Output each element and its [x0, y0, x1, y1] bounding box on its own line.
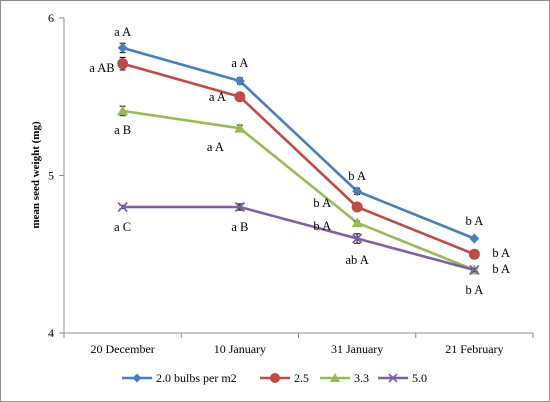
series-line	[122, 46, 475, 240]
data-point	[468, 248, 480, 260]
y-tick-labels: 4 5 6	[48, 11, 54, 340]
legend-marker	[270, 373, 280, 383]
series-layer	[117, 42, 480, 276]
data-point	[234, 122, 246, 133]
significance-label: b A	[466, 283, 484, 297]
significance-label: a A	[114, 25, 131, 39]
y-tick-label: 4	[48, 326, 54, 340]
data-point	[351, 217, 363, 228]
marker-x-stroke	[117, 201, 128, 213]
y-tick-label: 6	[48, 11, 54, 25]
data-point	[117, 42, 128, 53]
significance-label: b A	[313, 219, 331, 233]
legend-marker	[132, 373, 142, 383]
significance-label: a C	[114, 220, 131, 234]
significance-label: b A	[313, 196, 331, 210]
series-1	[117, 42, 480, 244]
marker-x-stroke	[234, 201, 246, 213]
significance-label: ab A	[345, 253, 368, 267]
significance-labels: a A a A b A b A a AB a A b A b A a B a A b A b A a C…	[89, 25, 510, 297]
significance-label: a A	[207, 140, 224, 154]
legend-entry: 5.0	[378, 371, 427, 385]
x-tick-label: 10 January	[214, 342, 266, 356]
legend: 2.0 bulbs per m2 2.5 3.3 5.0	[122, 371, 427, 385]
significance-label: a B	[114, 123, 131, 137]
marker-x-stroke	[388, 373, 398, 383]
significance-label: a A	[231, 56, 248, 70]
y-tick-label: 5	[48, 169, 54, 183]
significance-label: b A	[466, 214, 484, 228]
y-axis-label: mean seed weight (mg)	[30, 121, 42, 229]
legend-label: 3.3	[354, 371, 369, 385]
legend-entry: 2.5	[260, 371, 309, 385]
significance-label: b A	[348, 169, 366, 183]
series-2	[117, 56, 480, 260]
data-point	[234, 201, 246, 213]
significance-label: b A	[492, 246, 510, 260]
significance-label: b A	[492, 262, 510, 276]
x-tick-label: 20 December	[90, 342, 154, 356]
data-point	[234, 76, 245, 86]
significance-label: a A	[209, 90, 226, 104]
data-point	[234, 91, 246, 103]
legend-label: 5.0	[412, 371, 427, 385]
x-tick-labels: 20 December 10 January 31 January 21 Februa…	[90, 342, 503, 356]
axes	[59, 17, 534, 338]
series-line	[122, 109, 475, 272]
data-point	[351, 201, 363, 213]
data-point	[352, 186, 363, 197]
series-line	[122, 62, 475, 256]
series-line	[122, 205, 475, 272]
legend-marker	[388, 373, 398, 383]
legend-label: 2.0 bulbs per m2	[156, 371, 237, 385]
x-tick-label: 21 February	[445, 342, 503, 356]
series-4	[117, 201, 480, 276]
legend-entry: 3.3	[320, 371, 369, 385]
data-point	[351, 233, 363, 244]
data-point	[117, 201, 128, 213]
significance-label: a B	[231, 220, 248, 234]
data-point	[117, 58, 129, 70]
marker-x-stroke	[469, 264, 480, 276]
data-point	[469, 233, 480, 244]
x-tick-label: 31 January	[331, 342, 383, 356]
data-point	[469, 264, 480, 276]
legend-marker	[330, 373, 340, 382]
significance-label: a AB	[89, 61, 114, 75]
data-point	[117, 105, 129, 116]
legend-label: 2.5	[294, 371, 309, 385]
legend-entry: 2.0 bulbs per m2	[122, 371, 237, 385]
marker-x-stroke	[351, 233, 363, 244]
